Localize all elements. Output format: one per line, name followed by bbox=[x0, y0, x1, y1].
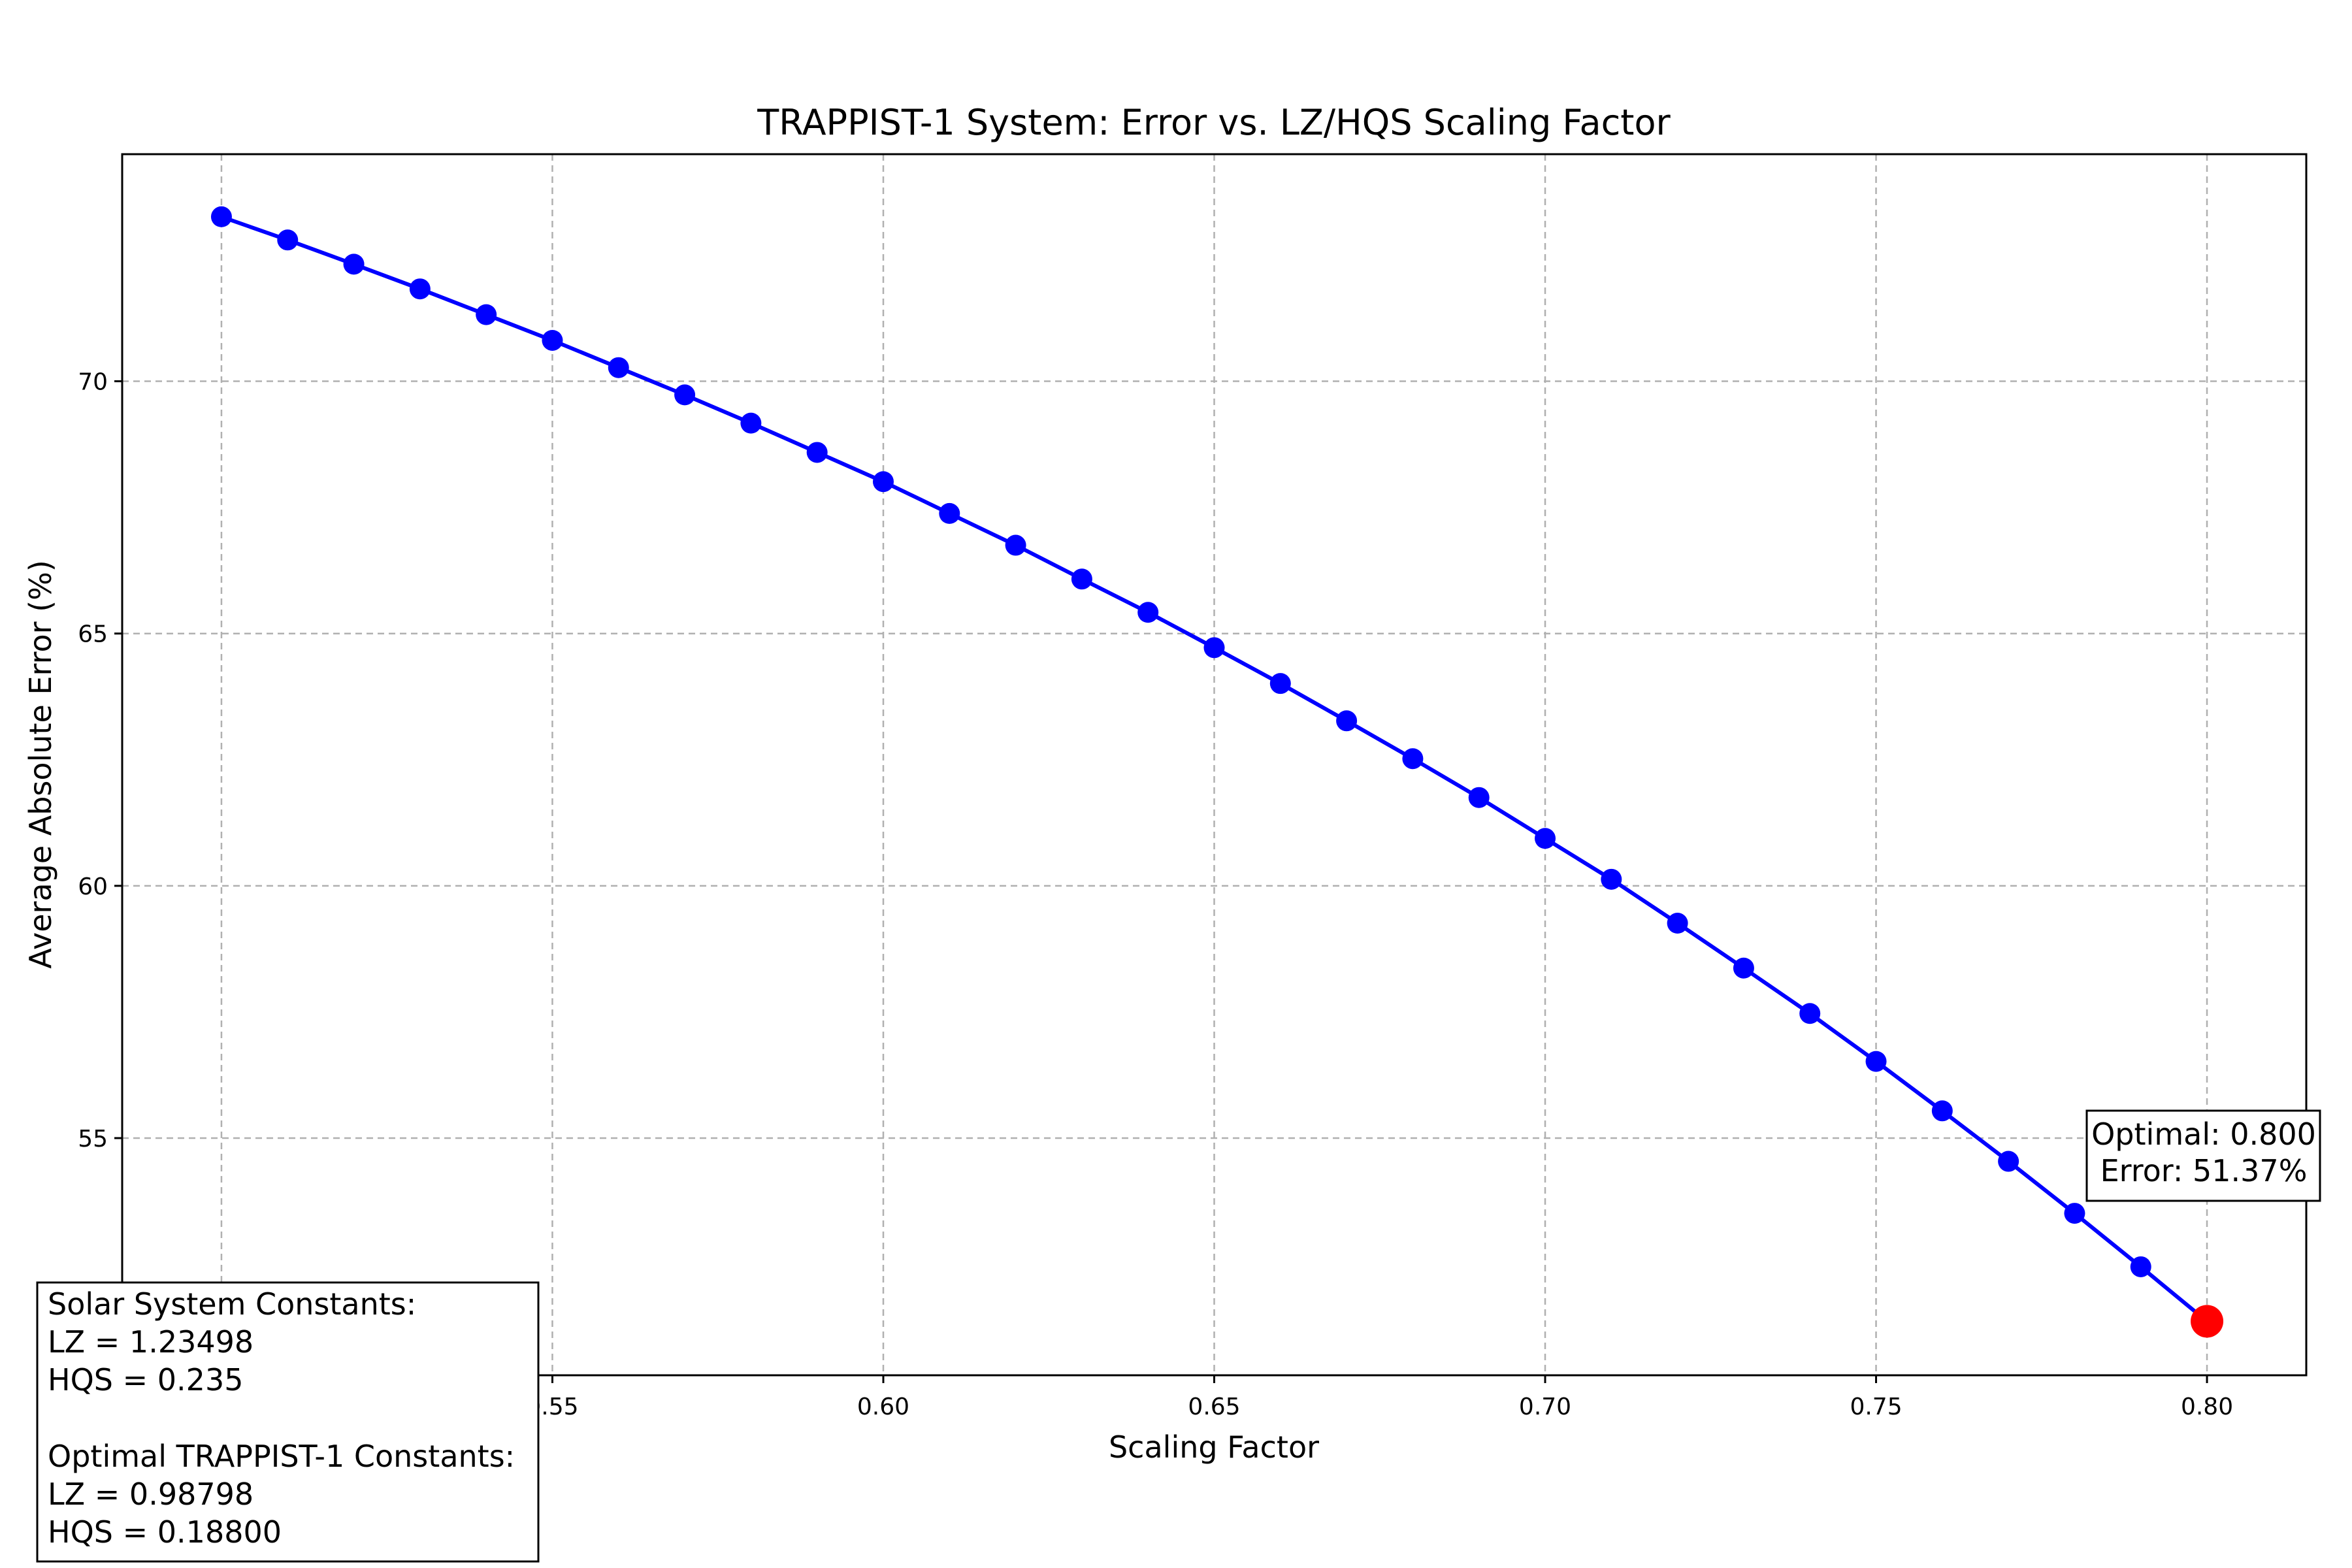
y-tick-label: 60 bbox=[78, 874, 108, 900]
error-data-point bbox=[210, 206, 232, 227]
error-data-point bbox=[1865, 1051, 1887, 1072]
y-axis-label: Average Absolute Error (%) bbox=[23, 560, 58, 969]
error-data-point bbox=[1071, 568, 1092, 590]
error-data-point bbox=[1931, 1100, 1953, 1122]
error-data-point bbox=[476, 304, 497, 325]
error-data-point bbox=[1733, 957, 1754, 979]
error-data-point bbox=[1601, 868, 1622, 890]
y-tick-label: 55 bbox=[78, 1126, 108, 1152]
error-data-point bbox=[939, 502, 960, 524]
annotation-optimal-text: Optimal: 0.800 bbox=[2091, 1117, 2316, 1152]
error-data-point bbox=[542, 329, 563, 351]
error-data-point bbox=[674, 384, 696, 406]
info-solar-hqs: HQS = 0.235 bbox=[48, 1362, 243, 1397]
error-data-point bbox=[740, 412, 762, 434]
error-data-point bbox=[1535, 828, 1556, 849]
x-axis-label: Scaling Factor bbox=[1109, 1429, 1319, 1465]
series-layer bbox=[210, 206, 2224, 1338]
error-data-point bbox=[1667, 913, 1688, 934]
x-tick-label: 0.70 bbox=[1519, 1394, 1571, 1420]
info-solar-lz: LZ = 1.23498 bbox=[48, 1324, 253, 1360]
info-solar-heading: Solar System Constants: bbox=[48, 1286, 416, 1322]
annotation-error-text: Error: 51.37% bbox=[2100, 1153, 2308, 1188]
info-trappist-hqs: HQS = 0.18800 bbox=[48, 1514, 282, 1550]
error-data-point bbox=[806, 442, 828, 463]
error-data-point bbox=[1799, 1003, 1821, 1024]
error-data-point bbox=[1468, 787, 1490, 808]
error-data-point bbox=[1336, 710, 1358, 732]
annotation-box bbox=[2085, 1109, 2321, 1202]
x-tick-label: 0.75 bbox=[1850, 1394, 1902, 1420]
error-data-point bbox=[1402, 748, 1424, 770]
error-data-point bbox=[2130, 1256, 2151, 1277]
error-data-point bbox=[2064, 1203, 2085, 1224]
info-trappist-heading: Optimal TRAPPIST-1 Constants: bbox=[48, 1439, 515, 1474]
chart-title: TRAPPIST-1 System: Error vs. LZ/HQS Scal… bbox=[757, 102, 1671, 143]
error-data-point bbox=[1005, 534, 1026, 556]
error-data-point bbox=[409, 278, 431, 300]
error-data-point bbox=[1137, 602, 1159, 623]
error-data-point bbox=[1998, 1151, 2019, 1172]
error-data-point bbox=[1269, 673, 1291, 694]
y-tick-label: 70 bbox=[78, 369, 108, 396]
error-data-point bbox=[608, 357, 629, 378]
constants-info-box: Solar System Constants: LZ = 1.23498 HQS… bbox=[36, 1281, 540, 1563]
x-tick-label: 0.80 bbox=[2181, 1394, 2233, 1420]
error-data-point bbox=[1203, 637, 1225, 659]
y-tick-label: 65 bbox=[78, 621, 108, 648]
error-data-point bbox=[872, 471, 894, 493]
info-box-frame bbox=[36, 1281, 540, 1563]
error-data-point bbox=[277, 229, 299, 251]
x-tick-label: 0.60 bbox=[857, 1394, 909, 1420]
error-data-point bbox=[343, 253, 365, 275]
info-trappist-lz: LZ = 0.98798 bbox=[48, 1477, 253, 1512]
optimal-annotation: Optimal: 0.800 Error: 51.37% bbox=[2085, 1109, 2321, 1202]
optimal-point-marker bbox=[2191, 1305, 2224, 1338]
grid-layer bbox=[122, 154, 2306, 1375]
x-tick-label: 0.65 bbox=[1188, 1394, 1240, 1420]
